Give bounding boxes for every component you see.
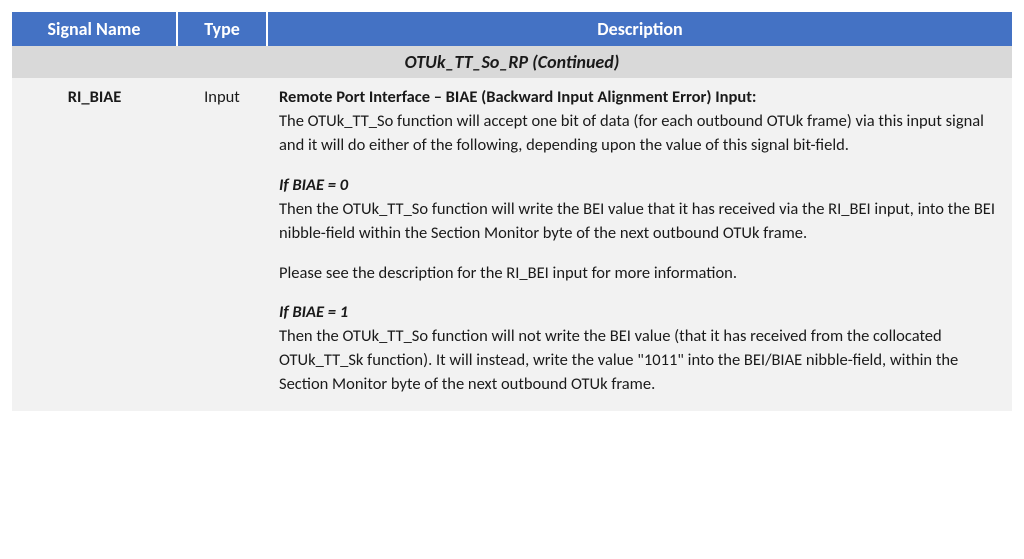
table-header-row: Signal Name Type Description <box>12 12 1012 46</box>
type-cell: Input <box>177 78 267 411</box>
desc-cond0-label: If BIAE = 0 <box>279 174 1000 198</box>
col-header-signal: Signal Name <box>12 12 177 46</box>
desc-cond0-body: Then the OTUk_TT_So function will write … <box>279 198 1000 246</box>
desc-cond1-label: If BIAE = 1 <box>279 301 1000 325</box>
section-title: OTUk_TT_So_RP (Continued) <box>12 46 1012 78</box>
desc-cond1-body: Then the OTUk_TT_So function will not wr… <box>279 325 1000 397</box>
col-header-description: Description <box>267 12 1012 46</box>
desc-cond0-note: Please see the description for the RI_BE… <box>279 262 1000 286</box>
signal-spec-table: Signal Name Type Description OTUk_TT_So_… <box>12 12 1012 411</box>
description-cell: Remote Port Interface – BIAE (Backward I… <box>267 78 1012 411</box>
col-header-type: Type <box>177 12 267 46</box>
signal-name-cell: RI_BIAE <box>12 78 177 411</box>
desc-intro: The OTUk_TT_So function will accept one … <box>279 110 1000 158</box>
section-title-row: OTUk_TT_So_RP (Continued) <box>12 46 1012 78</box>
desc-title: Remote Port Interface – BIAE (Backward I… <box>279 87 756 107</box>
table-row: RI_BIAE Input Remote Port Interface – BI… <box>12 78 1012 411</box>
